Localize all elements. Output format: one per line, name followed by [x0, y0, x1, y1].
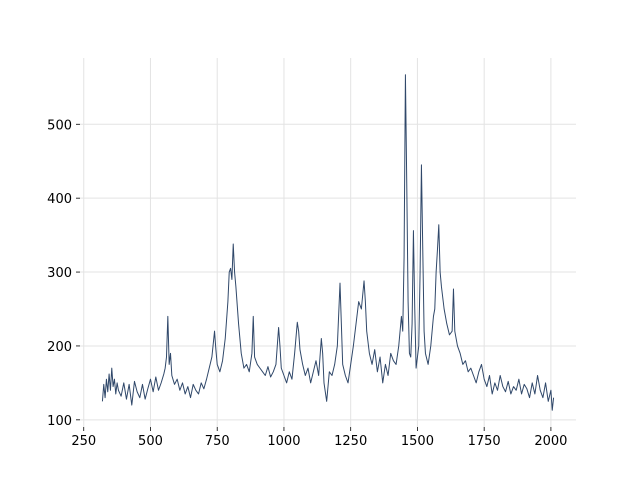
- x-tick-label: 500: [138, 434, 163, 449]
- y-tick-label: 400: [47, 192, 72, 207]
- x-tick-label: 1250: [334, 434, 367, 449]
- y-tick-label: 300: [47, 266, 72, 281]
- x-tick-label: 1750: [468, 434, 501, 449]
- x-tick-label: 1000: [267, 434, 300, 449]
- y-tick-label: 100: [47, 414, 72, 429]
- y-tick-label: 200: [47, 340, 72, 355]
- x-tick-label: 2000: [534, 434, 567, 449]
- x-tick-label: 750: [205, 434, 230, 449]
- data-line: [101, 74, 555, 411]
- x-tick-label: 250: [71, 434, 96, 449]
- y-tick-label: 500: [47, 118, 72, 133]
- x-tick-label: 1500: [401, 434, 434, 449]
